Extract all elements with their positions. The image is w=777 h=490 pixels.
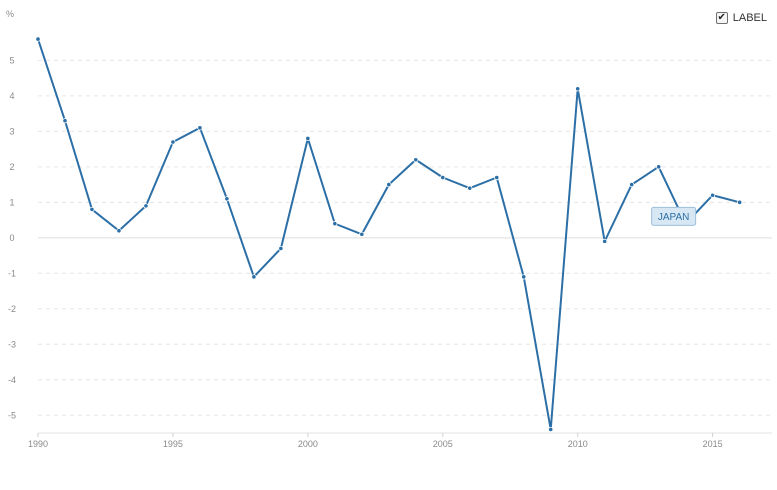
data-point[interactable] — [602, 238, 608, 244]
y-unit-label: % — [6, 9, 14, 19]
data-point[interactable] — [521, 274, 527, 280]
data-point[interactable] — [170, 139, 176, 145]
data-point[interactable] — [575, 86, 581, 92]
legend[interactable]: ✔ LABEL — [715, 12, 767, 24]
x-tick-label: 2005 — [433, 439, 453, 449]
data-point[interactable] — [251, 274, 257, 280]
y-tick-label: 2 — [9, 162, 14, 172]
x-tick-label: 2000 — [298, 439, 318, 449]
y-tick-label: 5 — [9, 55, 14, 65]
data-point[interactable] — [143, 203, 149, 209]
series-tag-box — [651, 206, 697, 226]
data-point[interactable] — [305, 135, 311, 142]
data-point[interactable] — [710, 192, 716, 198]
data-point[interactable] — [116, 228, 122, 234]
x-tick-label: 2015 — [703, 439, 723, 449]
series-layer: JAPAN — [35, 36, 743, 433]
data-point[interactable] — [656, 164, 662, 170]
data-point[interactable] — [629, 181, 635, 188]
y-tick-label: -4 — [8, 375, 16, 385]
data-point[interactable] — [737, 199, 743, 205]
y-tick-label: 1 — [9, 197, 14, 207]
x-tick-label: 1995 — [163, 439, 183, 449]
data-point[interactable] — [386, 181, 392, 188]
data-point[interactable] — [224, 196, 230, 202]
data-point[interactable] — [278, 245, 284, 252]
gridlines — [38, 59, 772, 416]
data-point[interactable] — [494, 174, 500, 181]
y-tick-label: -3 — [8, 339, 16, 349]
x-tick-label: 1990 — [28, 439, 48, 449]
data-point[interactable] — [89, 206, 95, 213]
data-point[interactable] — [359, 231, 365, 237]
legend-label: LABEL — [732, 12, 767, 24]
data-point[interactable] — [35, 36, 41, 42]
data-point[interactable] — [413, 157, 419, 163]
data-point[interactable] — [62, 118, 68, 124]
y-tick-label: 0 — [9, 233, 14, 243]
data-point[interactable] — [467, 185, 473, 191]
series-line-japan — [37, 38, 740, 431]
x-tick-label: 2010 — [568, 439, 588, 449]
data-point[interactable] — [197, 125, 203, 131]
y-tick-label: 4 — [9, 91, 14, 101]
data-point[interactable] — [548, 426, 554, 433]
y-tick-label: -5 — [8, 410, 16, 420]
y-axis: -5 -4 -3 -2 -1 0 1 2 3 4 5 — [8, 55, 16, 420]
series-tag-label: JAPAN — [658, 212, 690, 223]
data-point[interactable] — [440, 174, 446, 181]
data-point[interactable] — [332, 221, 338, 227]
x-axis: 1990 1995 2000 2005 2010 2015 — [28, 432, 772, 449]
legend-checkbox[interactable]: ✔ — [715, 12, 728, 24]
y-tick-label: -1 — [8, 268, 16, 278]
y-tick-label: -2 — [8, 304, 16, 314]
y-tick-label: 3 — [9, 126, 14, 136]
